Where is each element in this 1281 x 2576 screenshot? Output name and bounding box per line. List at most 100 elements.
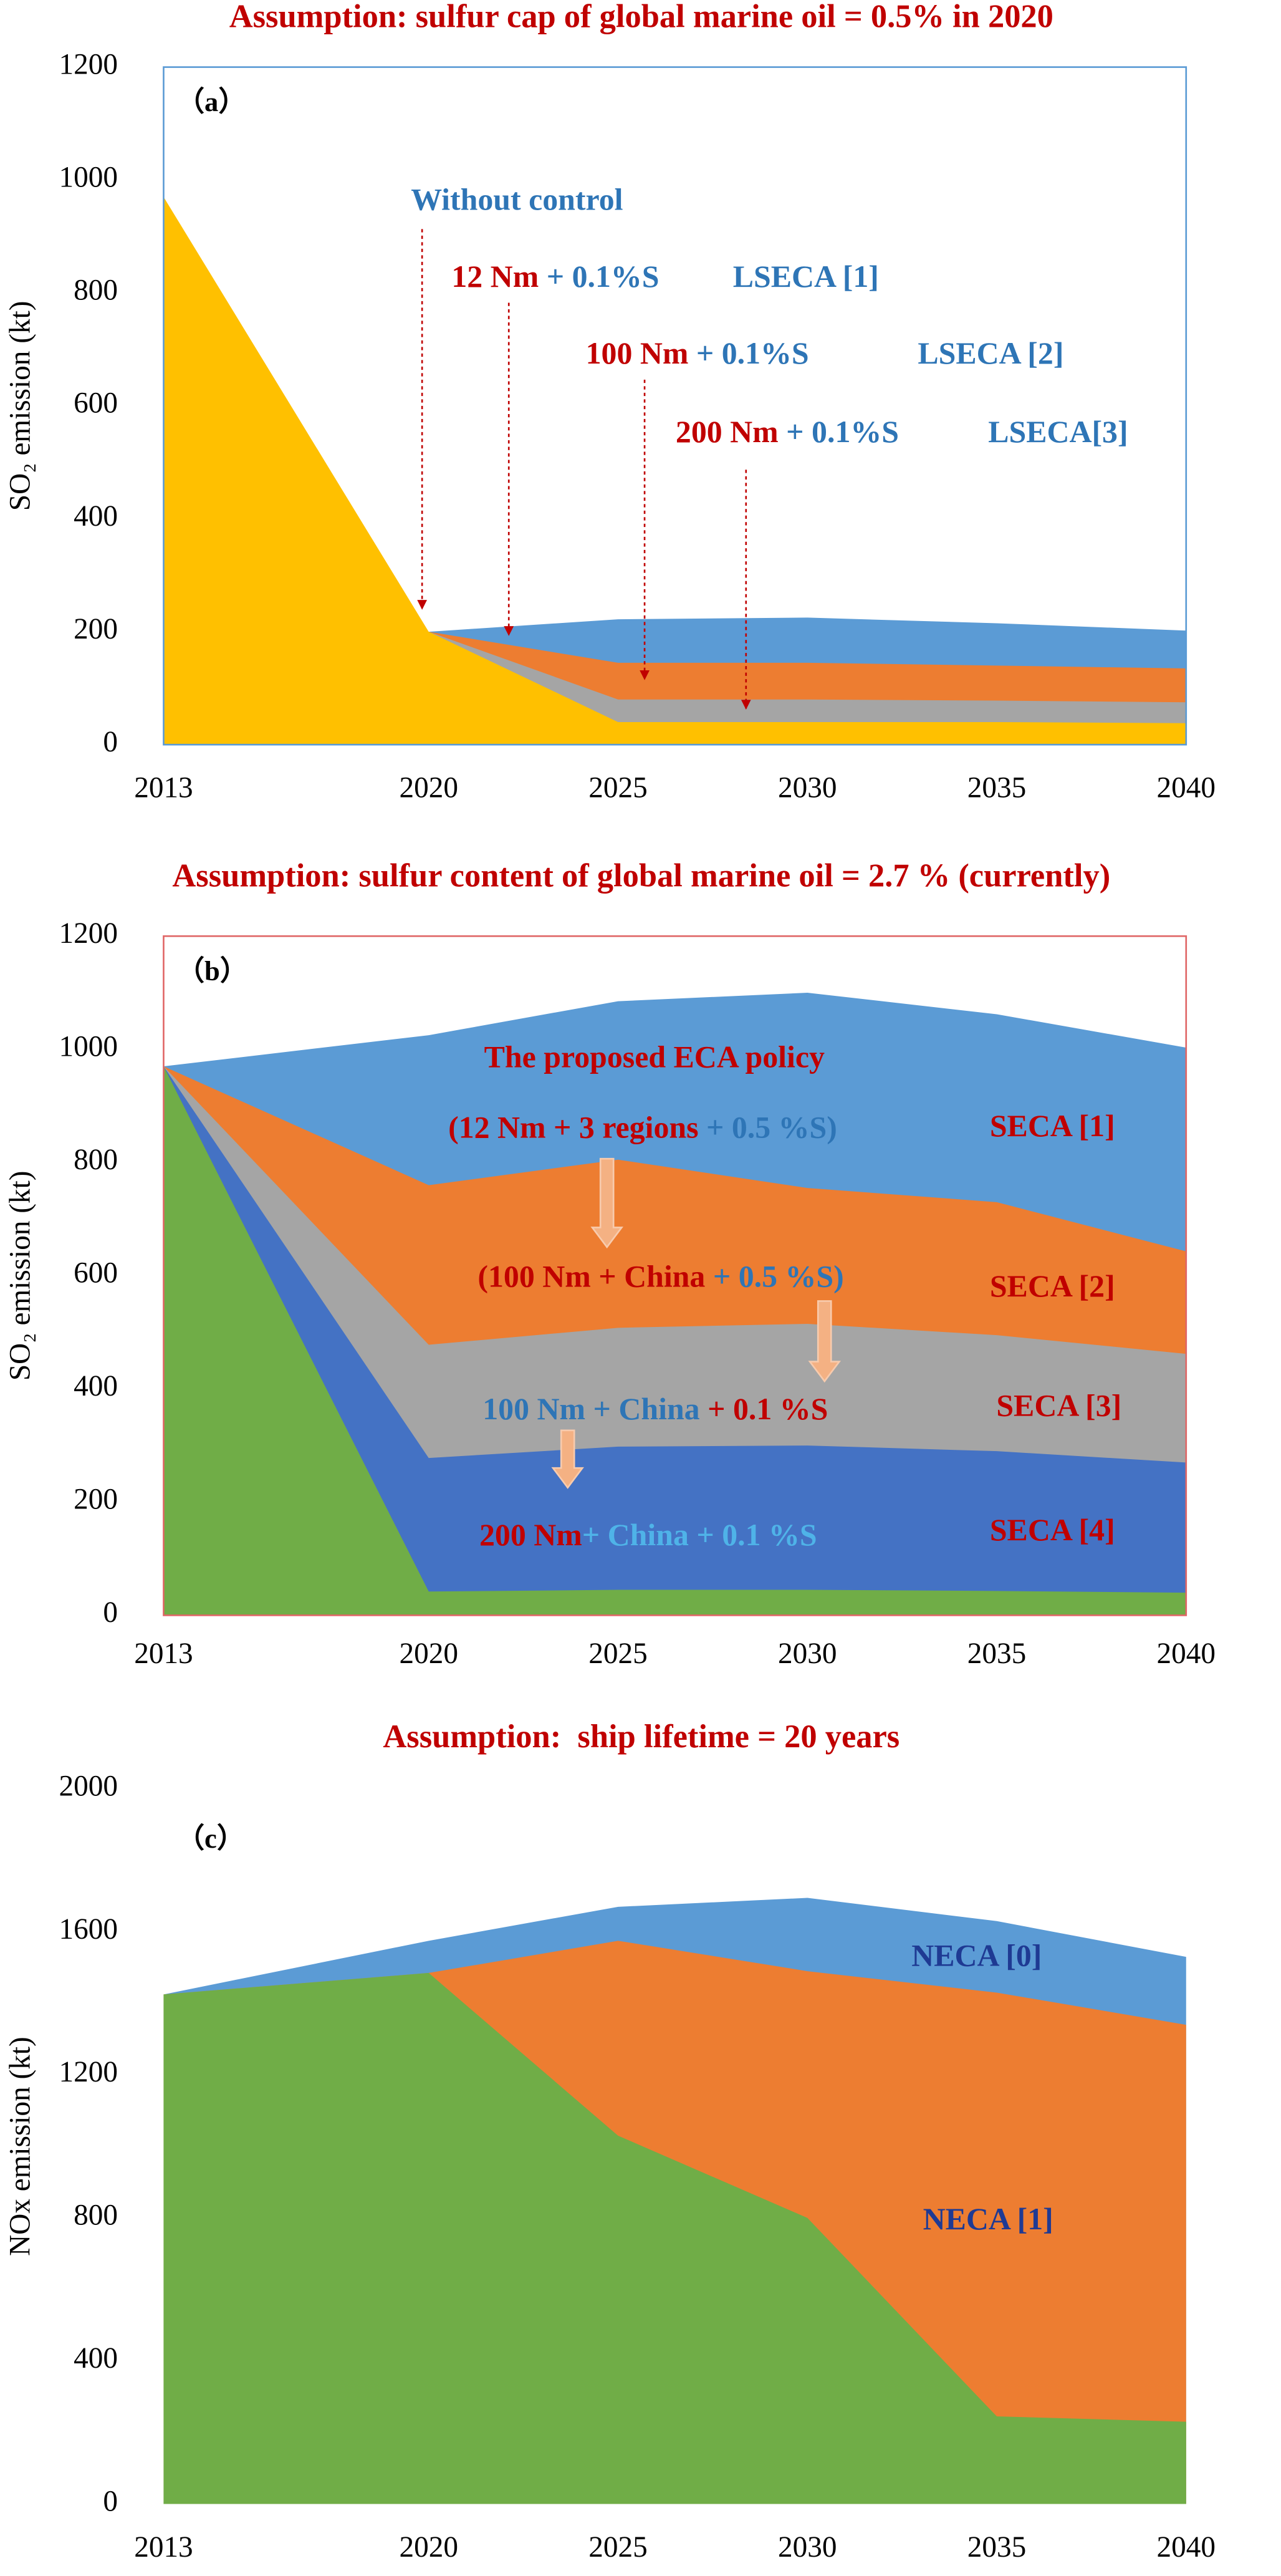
annotation-part: Without control <box>411 183 623 217</box>
x-tick-label: 2013 <box>134 2531 193 2564</box>
area <box>163 1066 1186 1616</box>
annotation-part: + 0.1%S <box>539 259 659 294</box>
x-tick-label: 2030 <box>778 1638 837 1670</box>
annotation-part: 12 Nm <box>451 259 539 294</box>
annotation-part: NECA [0] <box>911 1939 1042 1973</box>
y-tick-label: 2000 <box>59 1770 117 1802</box>
x-tick-label: 2025 <box>588 771 647 804</box>
y-tick-label: 0 <box>103 1596 118 1629</box>
x-tick-label: 2013 <box>134 1638 193 1670</box>
chart-panel: 0 200 400 600 800 1000 1200 2013 2020 2025 2030 203… <box>4 0 1216 804</box>
annotation-part: SECA [1] <box>990 1109 1115 1143</box>
annotation-arrow <box>590 1157 623 1249</box>
annotation-part: + China <box>585 1392 700 1426</box>
x-tick-label: 2013 <box>134 771 193 804</box>
y-tick-label: 800 <box>74 1144 118 1176</box>
annotation-part: (100 Nm + China <box>477 1260 705 1294</box>
x-tick-label: 2025 <box>588 2531 647 2564</box>
y-tick-label: 600 <box>74 387 118 420</box>
annotation: SECA [2] <box>990 1270 1115 1304</box>
y-tick-label: 1000 <box>59 162 117 194</box>
panel-label: （b） <box>176 955 247 987</box>
plot-frame <box>163 935 1187 1616</box>
annotation-part: 200 Nm <box>676 415 779 450</box>
x-tick-label: 2020 <box>399 1638 458 1670</box>
chart-title: Assumption: sulfur cap of global marine … <box>229 0 1053 35</box>
annotation-part: (12 Nm + 3 regions <box>448 1111 698 1145</box>
annotation-part: + 0.5 %S) <box>699 1111 837 1145</box>
y-tick-label: 400 <box>74 1370 118 1402</box>
x-tick-label: 2040 <box>1157 2531 1216 2564</box>
annotation-arrow <box>551 1429 584 1489</box>
annotation: NECA [0] <box>911 1939 1042 1973</box>
annotation-part: SECA [4] <box>990 1513 1115 1548</box>
annotation-part: + 0.1%S <box>779 415 899 450</box>
annotation: LSECA [1] <box>733 259 879 294</box>
chart-title: Assumption: sulfur content of global mar… <box>172 857 1110 894</box>
x-tick-label: 2040 <box>1157 771 1216 804</box>
annotation: 100 Nm + 0.1%S <box>586 337 809 371</box>
annotation-part: 200 Nm <box>479 1518 582 1552</box>
y-tick-label: 1000 <box>59 1031 117 1063</box>
x-tick-label: 2035 <box>967 1638 1026 1670</box>
x-tick-label: 2020 <box>399 2531 458 2564</box>
y-tick-label: 200 <box>74 1483 118 1516</box>
annotation-part: + 0.1 %S <box>700 1392 828 1426</box>
annotation: 200 Nm+ China + 0.1 %S <box>479 1518 817 1552</box>
area <box>163 1066 1186 1616</box>
annotation-part: NECA [1] <box>923 2202 1053 2237</box>
x-tick-label: 2030 <box>778 2531 837 2564</box>
annotation-part: SECA [2] <box>990 1270 1115 1304</box>
annotation: 200 Nm + 0.1%S <box>676 415 899 450</box>
annotation-arrow <box>808 1300 842 1383</box>
annotation-part: LSECA[3] <box>988 415 1128 450</box>
annotation-part: + 0.5 %S) <box>705 1260 843 1294</box>
chart-title: Assumption: ship lifetime = 20 years <box>383 1719 900 1755</box>
x-tick-label: 2020 <box>399 771 458 804</box>
x-tick-label: 2035 <box>967 771 1026 804</box>
y-tick-label: 600 <box>74 1257 118 1290</box>
x-tick-label: 2040 <box>1157 1638 1216 1670</box>
y-tick-label: 0 <box>103 726 118 758</box>
y-axis-label: SO₂ emission (kt) <box>4 1171 37 1381</box>
x-tick-label: 2035 <box>967 2531 1026 2564</box>
annotation: (12 Nm + 3 regions + 0.5 %S) <box>448 1111 837 1145</box>
area <box>163 196 1186 745</box>
panel-label: （a） <box>176 86 246 117</box>
chart-panel: 0 200 400 600 800 1000 1200 2013 2020 2025 2030 203… <box>4 857 1216 1669</box>
annotation: SECA [3] <box>996 1389 1121 1423</box>
annotation-part: SECA [3] <box>996 1389 1121 1423</box>
chart-panel: 0 400 800 1200 1600 2000 2013 2020 2025 2030 2035 2… <box>4 1719 1216 2564</box>
y-tick-label: 1200 <box>59 2056 117 2088</box>
annotation-part: LSECA [1] <box>733 259 879 294</box>
annotation-part: 100 Nm <box>586 337 689 371</box>
annotation: 100 Nm + China + 0.1 %S <box>482 1392 828 1426</box>
annotation-part: + 0.1%S <box>688 337 808 371</box>
y-tick-label: 400 <box>74 2342 118 2375</box>
annotation: SECA [1] <box>990 1109 1115 1143</box>
y-axis-label: NOx emission (kt) <box>4 2037 37 2256</box>
area <box>163 1972 1186 2504</box>
y-axis-label: SO₂ emission (kt) <box>4 301 37 511</box>
annotation: LSECA [2] <box>918 337 1063 371</box>
annotation: Without control <box>411 183 623 217</box>
y-tick-label: 1600 <box>59 1913 117 1946</box>
annotation-part: + China <box>582 1518 689 1552</box>
y-tick-label: 800 <box>74 2199 118 2232</box>
y-tick-label: 800 <box>74 274 118 307</box>
annotation-part: The proposed ECA policy <box>484 1040 825 1074</box>
plot-frame <box>163 66 1187 746</box>
annotation: (100 Nm + China + 0.5 %S) <box>477 1260 843 1294</box>
annotation: SECA [4] <box>990 1513 1115 1548</box>
y-tick-label: 200 <box>74 613 118 645</box>
annotation-part: 100 Nm <box>482 1392 585 1426</box>
x-tick-label: 2025 <box>588 1638 647 1670</box>
y-tick-label: 0 <box>103 2485 118 2517</box>
annotation: 12 Nm + 0.1%S <box>451 259 659 294</box>
annotation: The proposed ECA policy <box>484 1040 825 1074</box>
x-tick-label: 2030 <box>778 771 837 804</box>
annotation: NECA [1] <box>923 2202 1053 2237</box>
annotation-part: + 0.1 %S <box>689 1518 817 1552</box>
annotation-part: LSECA [2] <box>918 337 1063 371</box>
